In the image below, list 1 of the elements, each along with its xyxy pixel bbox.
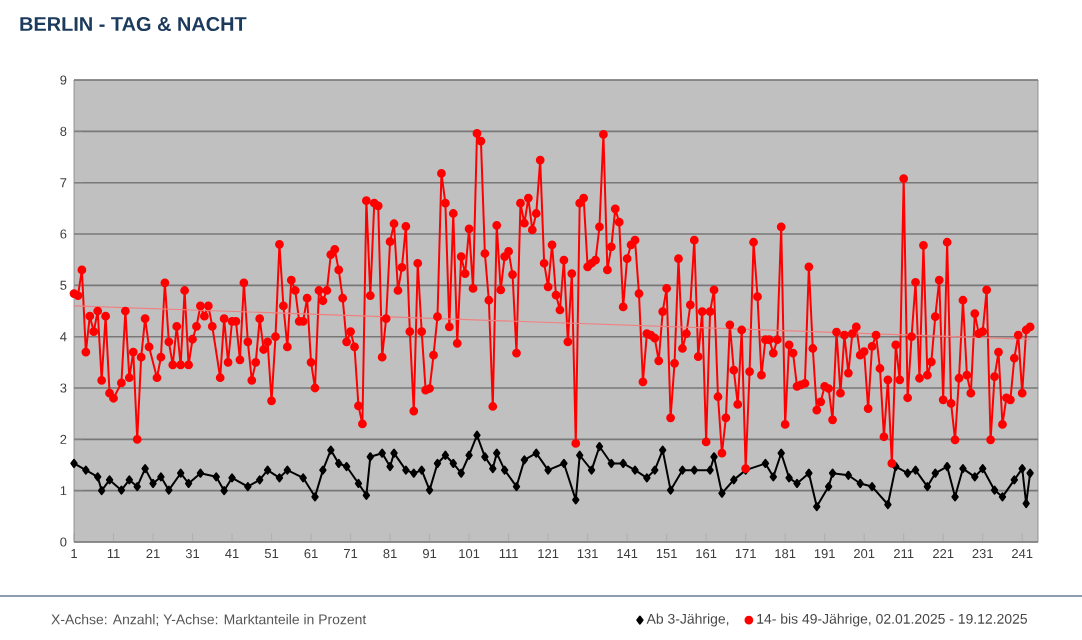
chart-title: BERLIN - TAG & NACHT	[20, 16, 247, 32]
